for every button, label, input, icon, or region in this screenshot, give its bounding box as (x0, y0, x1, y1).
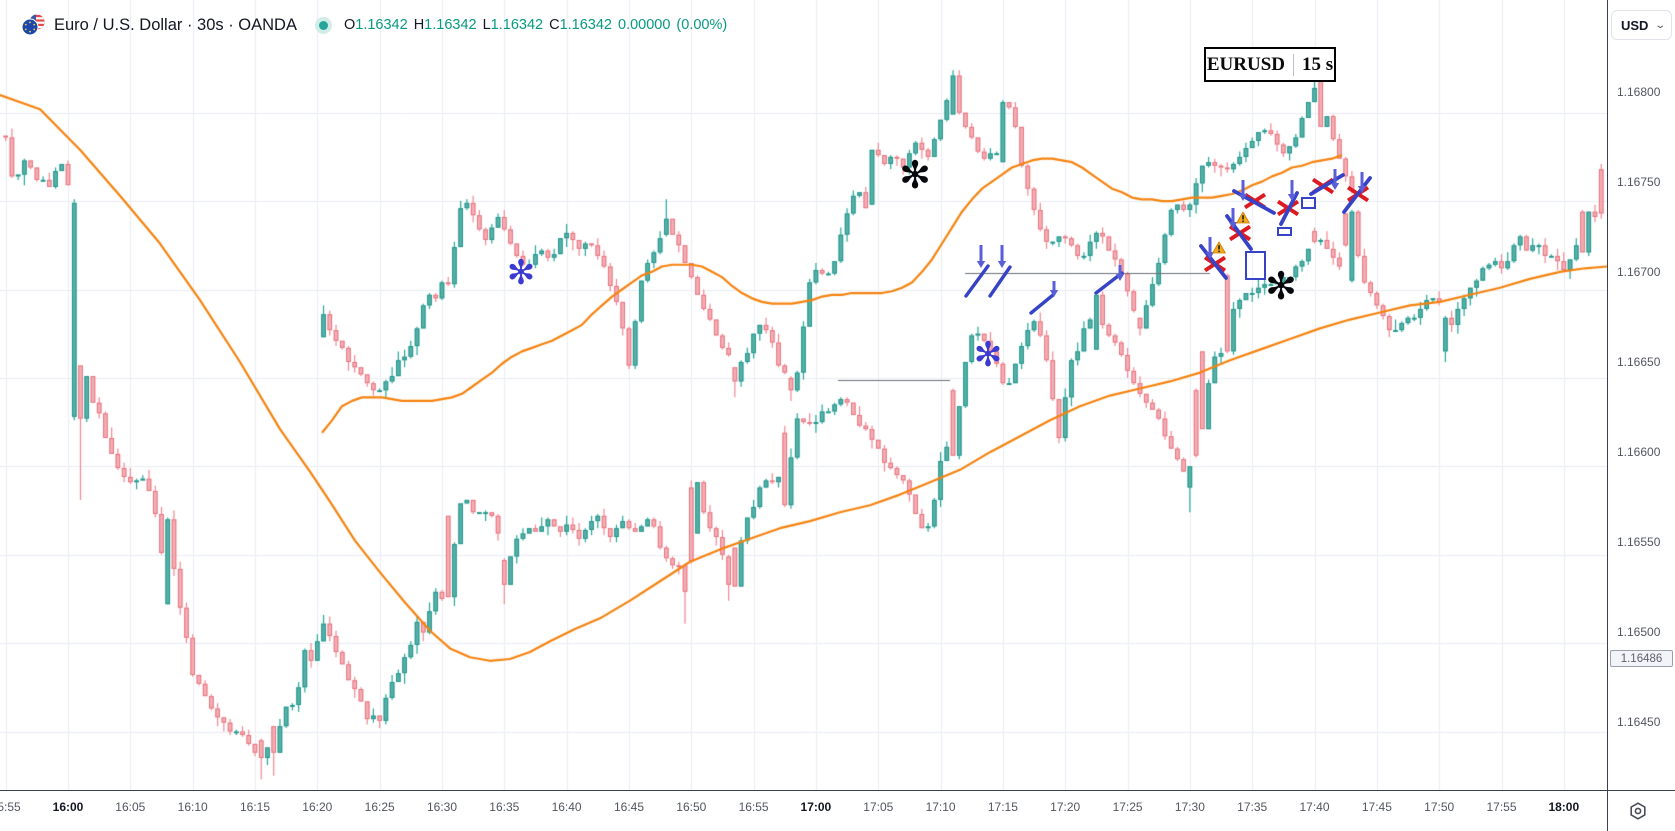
ohlc-readout: O1.16342 H1.16342 L1.16342 C1.16342 0.00… (344, 17, 727, 33)
chart-pane[interactable]: Euro / U.S. Dollar · 30s · OANDA O1.1634… (0, 0, 1607, 790)
time-tick-label: 17:55 (1486, 800, 1517, 814)
low-value: 1.16342 (490, 17, 544, 33)
time-tick-label: 16:25 (364, 800, 395, 814)
time-tick-label: 16:40 (551, 800, 582, 814)
time-tick-label: 16:20 (302, 800, 333, 814)
price-tick-label: 1.16700 (1617, 265, 1661, 279)
price-tick-label: 1.16750 (1617, 175, 1661, 189)
overlay-timeframe: 15 s (1301, 53, 1334, 75)
time-tick-label: 17:05 (863, 800, 894, 814)
trend-diagonal-marker[interactable] (1341, 175, 1373, 215)
asterisk-marker-blue[interactable]: ✻ (973, 336, 1003, 374)
time-tick-label: 17:20 (1050, 800, 1081, 814)
time-tick-label: 17:00 (800, 800, 832, 814)
chart-settings-hexagon-icon[interactable] (1622, 796, 1654, 826)
arrow-down-marker[interactable] (976, 245, 986, 270)
chevron-down-icon: ⌄ (1653, 19, 1666, 31)
trend-diagonal-marker[interactable] (1198, 243, 1229, 281)
highlight-rect-marker[interactable] (1277, 227, 1292, 236)
price-tick-label: 1.16600 (1617, 445, 1661, 459)
time-tick-label: 17:30 (1174, 800, 1205, 814)
symbol-pair-icon (21, 14, 45, 36)
open-label: O (343, 17, 356, 33)
time-tick-label: 16:55 (738, 800, 769, 814)
high-label: H (413, 17, 425, 33)
arrow-down-marker[interactable] (1357, 172, 1367, 195)
overlay-symbol-note[interactable]: EURUSD 15 s (1204, 47, 1336, 82)
slash-marker[interactable] (1028, 292, 1056, 316)
time-tick-label: 16:50 (676, 800, 707, 814)
arrow-down-marker[interactable] (1228, 208, 1238, 231)
arrow-down-marker[interactable] (1238, 180, 1248, 203)
slash-marker[interactable] (963, 263, 991, 299)
change-percent: (0.00%) (676, 17, 728, 33)
price-tick-label: 1.16800 (1617, 85, 1661, 99)
time-tick-label: 17:10 (925, 800, 956, 814)
arrow-down-marker[interactable] (997, 245, 1007, 270)
symbol-title[interactable]: Euro / U.S. Dollar · 30s · OANDA (54, 15, 297, 34)
overlay-note-divider (1292, 53, 1294, 76)
chart-legend: Euro / U.S. Dollar · 30s · OANDA O1.1634… (20, 12, 727, 38)
arrow-down-marker[interactable] (1287, 180, 1297, 203)
trend-diagonal-marker[interactable] (1224, 213, 1254, 252)
price-level-tag[interactable]: 1.16486 (1610, 650, 1673, 667)
open-value: 1.16342 (355, 17, 408, 33)
high-value: 1.16342 (424, 17, 477, 33)
axis-corner (1607, 790, 1675, 831)
time-tick-label: 17:45 (1361, 800, 1392, 814)
time-tick-label: 16:30 (426, 800, 458, 814)
low-label: L (482, 17, 491, 33)
eur-flag-circle (21, 18, 39, 36)
trend-diagonal-marker[interactable] (1278, 190, 1300, 227)
time-tick-label: 16:45 (613, 800, 645, 814)
price-tag-value: 1.16486 (1620, 652, 1663, 665)
currency-label: USD (1621, 17, 1649, 33)
highlight-rect-marker[interactable] (1301, 197, 1316, 209)
time-tick-label: 17:25 (1112, 800, 1143, 814)
time-tick-label: 15:55 (0, 800, 21, 814)
price-tick-label: 1.16550 (1617, 535, 1661, 549)
arrow-down-marker[interactable] (1049, 281, 1059, 299)
time-tick-label: 17:15 (987, 800, 1018, 814)
price-tick-label: 1.16500 (1617, 625, 1661, 639)
currency-dropdown-button[interactable]: USD ⌄ (1611, 10, 1672, 40)
asterisk-marker-black[interactable]: ✻ (899, 155, 931, 197)
price-tick-label: 1.16650 (1617, 355, 1661, 369)
asterisk-marker-blue[interactable]: ✻ (506, 254, 536, 292)
warning-triangle-icon[interactable] (1236, 211, 1250, 224)
slash-marker[interactable] (987, 264, 1013, 299)
time-tick-label: 17:40 (1299, 800, 1330, 814)
warning-triangle-icon[interactable] (1212, 241, 1226, 254)
close-value: 1.16342 (559, 17, 612, 33)
price-tick-label: 1.16450 (1617, 715, 1661, 729)
time-tick-label: 17:35 (1237, 800, 1268, 814)
price-axis[interactable]: USD ⌄ 1.16800 1.16750 1.16700 1.16650 1.1660… (1607, 0, 1675, 790)
time-tick-label: 16:35 (489, 800, 520, 814)
price-chart-canvas[interactable] (0, 0, 1607, 790)
time-tick-label: 16:05 (115, 800, 146, 814)
hexagon-icon (1630, 802, 1646, 820)
time-tick-label: 17:50 (1424, 800, 1455, 814)
time-tick-label: 16:10 (177, 800, 208, 814)
highlight-rect-marker[interactable] (1245, 251, 1266, 280)
market-status-dot[interactable] (318, 20, 328, 30)
arrow-down-marker[interactable] (1330, 169, 1340, 192)
time-axis[interactable]: 15:55 16:00 16:05 16:10 16:15 16:20 16:25 16:30… (0, 790, 1607, 831)
overlay-symbol: EURUSD (1206, 53, 1285, 75)
arrow-down-marker[interactable] (1205, 237, 1215, 261)
time-tick-label: 16:15 (239, 800, 271, 814)
arrow-down-marker[interactable] (1115, 265, 1125, 283)
time-tick-label: 18:00 (1548, 800, 1580, 814)
asterisk-marker-black[interactable]: ✻ (1265, 266, 1297, 308)
close-label: C (549, 17, 560, 33)
change-value: 0.00000 (618, 17, 671, 33)
trend-diagonal-marker[interactable] (1308, 172, 1346, 197)
time-tick-label: 16:00 (52, 800, 84, 814)
